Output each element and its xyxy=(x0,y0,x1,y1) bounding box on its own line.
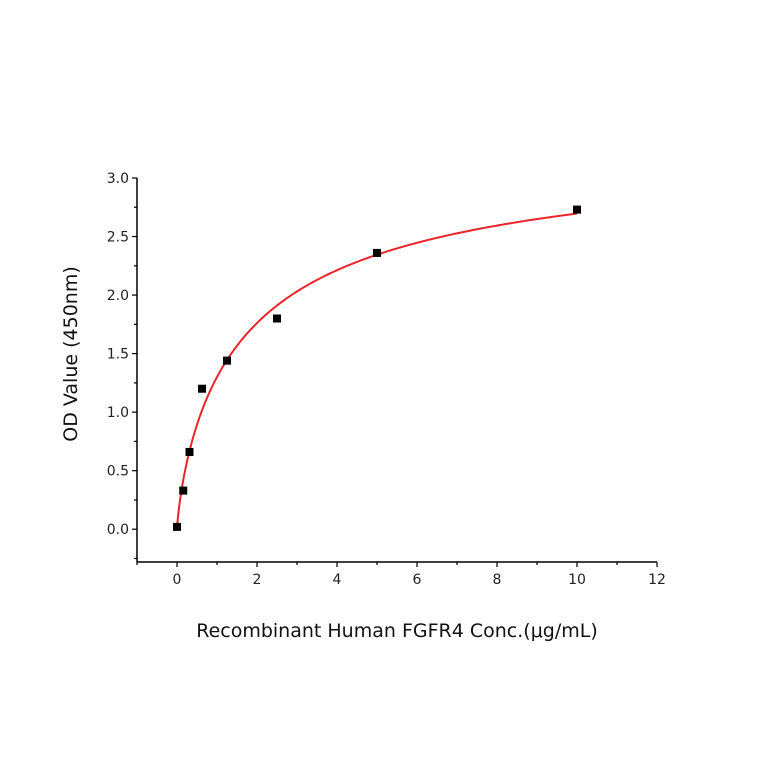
y-tick-label: 1.5 xyxy=(107,347,129,363)
data-point xyxy=(173,522,181,531)
data-point xyxy=(573,205,581,214)
x-tick-label: 0 xyxy=(173,572,182,588)
y-tick-label: 1.0 xyxy=(107,405,129,421)
fit-curve xyxy=(176,212,578,530)
data-points xyxy=(173,205,581,531)
y-tick-label: 3.0 xyxy=(107,171,129,187)
y-tick-label: 0.0 xyxy=(107,522,129,538)
x-tick-label: 6 xyxy=(413,572,422,588)
y-tick-label: 0.5 xyxy=(107,464,129,480)
y-tick-label: 2.5 xyxy=(107,230,129,246)
x-axis-label: Recombinant Human FGFR4 Conc.(μg/mL) xyxy=(196,620,598,642)
x-tick-label: 8 xyxy=(493,572,502,588)
x-tick-label: 10 xyxy=(568,572,586,588)
x-tick-label: 4 xyxy=(333,572,342,588)
data-point xyxy=(179,486,188,495)
y-tick-label: 2.0 xyxy=(107,288,129,304)
x-tick-labels: 0 2 4 6 8 10 12 xyxy=(173,572,666,588)
data-point xyxy=(273,314,281,323)
data-point xyxy=(373,248,381,257)
data-point xyxy=(223,356,231,365)
data-point xyxy=(185,447,194,456)
y-tick-labels: 0.0 0.5 1.0 1.5 2.0 2.5 3.0 xyxy=(107,171,129,538)
x-tick-label: 12 xyxy=(648,572,666,588)
x-tick-label: 2 xyxy=(253,572,262,588)
axes xyxy=(132,177,658,567)
y-axis-label: OD Value (450nm) xyxy=(60,266,82,441)
data-point xyxy=(198,384,206,393)
